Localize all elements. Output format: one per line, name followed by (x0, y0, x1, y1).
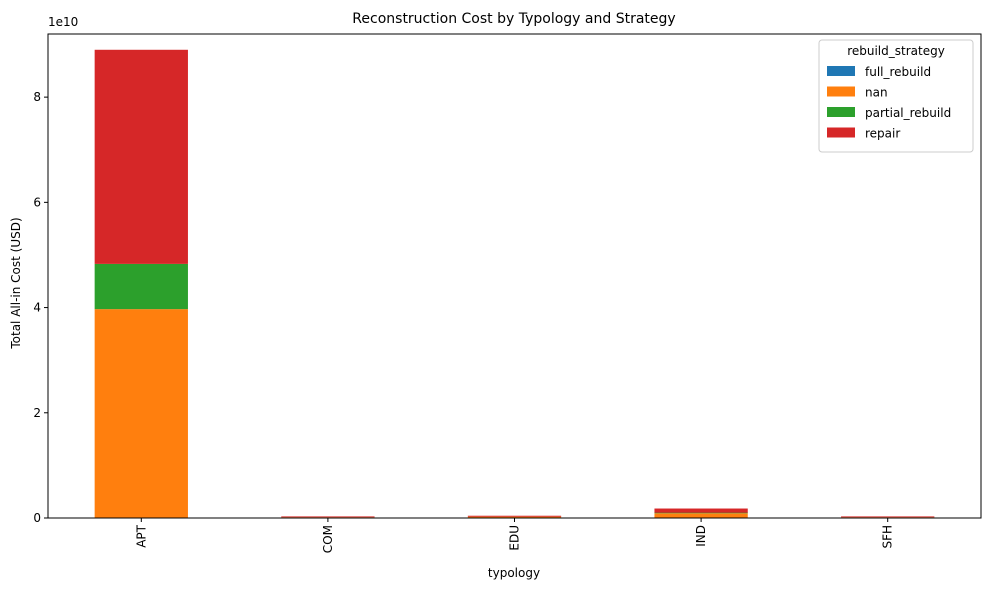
bar-apt-partial-rebuild (94, 263, 188, 310)
y-axis-label: Total All-in Cost (USD) (9, 217, 23, 349)
x-tick-label: APT (134, 524, 148, 547)
legend-label-nan: nan (865, 86, 888, 100)
legend-swatch-repair (827, 127, 855, 138)
y-tick-label: 4 (33, 301, 41, 315)
legend-label-full-rebuild: full_rebuild (865, 65, 931, 79)
y-tick-label: 6 (33, 195, 41, 209)
bar-ind-repair (654, 508, 748, 513)
y-tick-label: 0 (33, 511, 41, 525)
bar-edu-nan (467, 516, 562, 518)
y-scale-label: 1e10 (48, 15, 78, 29)
x-axis-label: typology (488, 566, 540, 580)
bar-ind-partial-rebuild (654, 512, 748, 514)
bar-sfh-repair (841, 516, 935, 518)
y-tick-label: 8 (33, 90, 41, 104)
bar-com-repair (281, 516, 375, 518)
x-tick-label: EDU (508, 525, 522, 551)
chart-title: Reconstruction Cost by Typology and Stra… (352, 11, 675, 27)
legend-swatch-nan (827, 86, 855, 97)
x-tick-label: IND (694, 525, 708, 547)
bar-ind-nan (654, 513, 748, 518)
bar-apt-nan (94, 309, 188, 518)
y-tick-label: 2 (33, 406, 41, 420)
x-tick-label: SFH (881, 525, 895, 549)
legend-label-repair: repair (865, 127, 900, 141)
bars-layer (94, 49, 935, 518)
legend-box (818, 39, 974, 153)
axes-layer: 0 2 4 6 8 APT COM EDU IND SFH (33, 33, 982, 553)
x-tick-label: COM (321, 525, 335, 553)
legend-swatch-partial-rebuild (827, 107, 855, 117)
legend-title: rebuild_strategy (847, 44, 945, 58)
bar-apt-repair (94, 49, 188, 264)
legend-swatch-full-rebuild (827, 66, 855, 76)
bar-edu-repair (467, 515, 562, 517)
legend-label-partial-rebuild: partial_rebuild (865, 106, 951, 120)
